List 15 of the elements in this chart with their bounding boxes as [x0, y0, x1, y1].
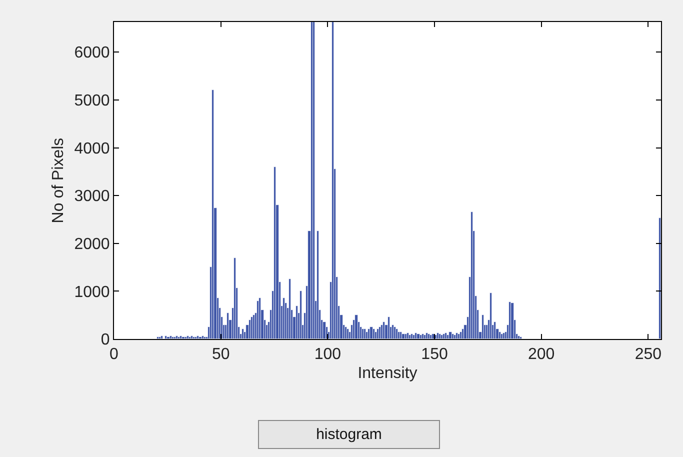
x-tick-label: 100 — [314, 346, 342, 364]
x-tick-label: 200 — [528, 346, 555, 364]
x-axis-title: Intensity — [358, 364, 418, 382]
y-tick-label: 0 — [100, 332, 110, 349]
y-axis-title: No of Pixels — [50, 138, 68, 224]
y-tick-label: 4000 — [74, 140, 110, 158]
x-tick-label: 250 — [634, 346, 662, 364]
y-tick-label: 2000 — [74, 236, 110, 253]
x-tick-label: 150 — [421, 346, 448, 364]
y-tick-label: 5000 — [74, 92, 110, 110]
y-tick-label: 1000 — [74, 284, 110, 301]
y-tick-label: 3000 — [74, 188, 110, 206]
text: histogram — [316, 426, 382, 443]
y-tick-label: 6000 — [74, 44, 110, 62]
x-tick-label: 50 — [212, 346, 230, 364]
